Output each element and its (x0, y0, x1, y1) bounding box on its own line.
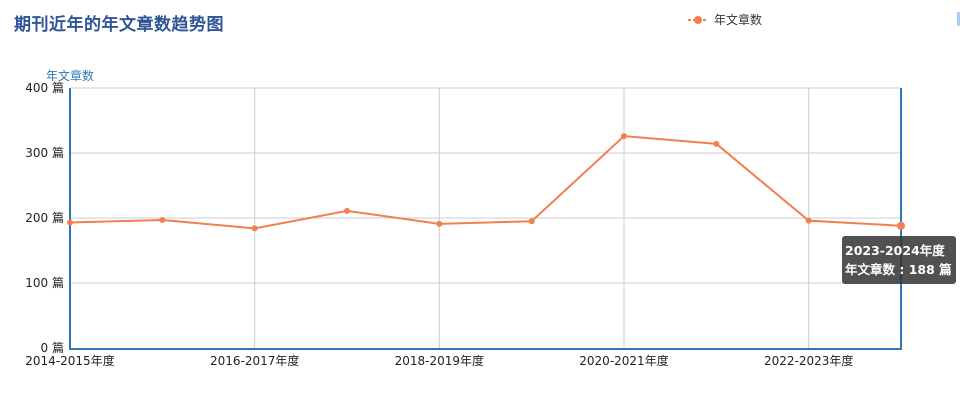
data-point (344, 207, 350, 214)
legend-label: 年文章数 (714, 13, 763, 27)
y-tick-label: 400 篇 (25, 80, 64, 95)
x-tick-label: 2014-2015年度 (25, 353, 114, 368)
tooltip-value-row: 年文章数 : 188 篇 (845, 262, 952, 277)
tooltip-category: 2023-2024年度 (845, 243, 945, 258)
data-point (897, 221, 905, 230)
data-point (436, 220, 443, 227)
tooltip-series-name: 年文章数 (845, 262, 896, 277)
data-point (159, 216, 166, 223)
x-tick-label: 2022-2023年度 (764, 353, 853, 368)
chart-title: 期刊近年的年文章数趋势图 (14, 15, 224, 35)
data-point (713, 140, 720, 147)
y-tick-label: 300 篇 (25, 145, 64, 160)
data-point (67, 219, 73, 226)
data-point (528, 218, 535, 225)
y-tick-label: 0 篇 (41, 340, 64, 355)
legend-item[interactable]: 年文章数 (688, 11, 762, 28)
data-point (805, 217, 812, 224)
data-tooltip: 2023-2024年度 年文章数 : 188 篇 (842, 236, 956, 284)
data-point (251, 225, 258, 232)
x-tick-label: 2018-2019年度 (395, 353, 484, 368)
y-axis-title: 年文章数 (46, 68, 94, 83)
tooltip-value: 188 篇 (908, 262, 952, 277)
x-tick-label: 2020-2021年度 (579, 353, 668, 368)
toolbox-edge[interactable] (957, 12, 960, 26)
y-tick-label: 100 篇 (25, 275, 64, 290)
data-point (621, 133, 627, 140)
x-tick-label: 2016-2017年度 (210, 353, 299, 368)
y-tick-label: 200 篇 (25, 210, 64, 225)
series-line (69, 135, 902, 230)
legend-line-dot-icon (688, 15, 708, 24)
